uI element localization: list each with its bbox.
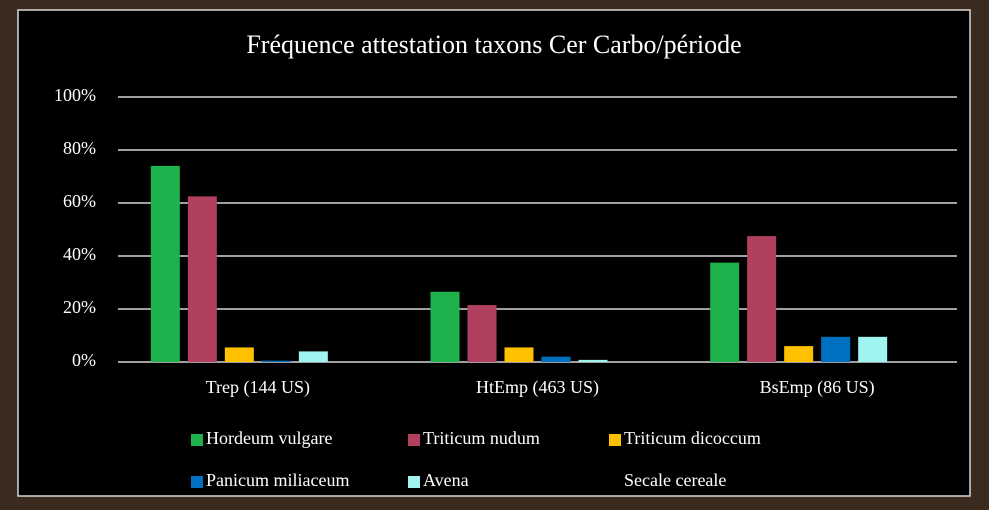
bar [261, 360, 291, 362]
x-tick-label: HtEmp (463 US) [476, 377, 599, 398]
legend-swatch [191, 434, 203, 446]
bar [430, 291, 460, 362]
bar [784, 346, 814, 362]
x-tick-label: BsEmp (86 US) [760, 377, 875, 398]
bar [710, 262, 740, 362]
bar [504, 347, 534, 362]
legend-label: Avena [423, 470, 469, 490]
legend-swatch [408, 476, 420, 488]
bar [541, 356, 571, 362]
bar [747, 236, 777, 362]
y-tick-label: 60% [63, 191, 96, 211]
legend-label: Triticum dicoccum [624, 428, 761, 448]
bar [298, 351, 328, 362]
y-tick-label: 0% [72, 350, 96, 370]
legend-swatch [609, 434, 621, 446]
bar [821, 336, 851, 362]
bar [467, 305, 497, 362]
y-tick-label: 20% [63, 297, 96, 317]
y-tick-label: 80% [63, 138, 96, 158]
bar [224, 347, 254, 362]
bar [858, 336, 888, 362]
legend-label: Triticum nudum [423, 428, 540, 448]
x-tick-label: Trep (144 US) [206, 377, 310, 398]
bar [187, 196, 217, 362]
y-tick-label: 40% [63, 244, 96, 264]
legend-label: Secale cereale [624, 470, 726, 490]
y-tick-label: 100% [54, 85, 96, 105]
chart-title: Fréquence attestation taxons Cer Carbo/p… [246, 30, 741, 59]
legend-swatch [408, 434, 420, 446]
bar [578, 359, 608, 362]
legend-swatch [609, 476, 621, 488]
legend-label: Panicum miliaceum [206, 470, 349, 490]
bar [150, 165, 180, 362]
legend-label: Hordeum vulgare [206, 428, 332, 448]
legend-swatch [191, 476, 203, 488]
